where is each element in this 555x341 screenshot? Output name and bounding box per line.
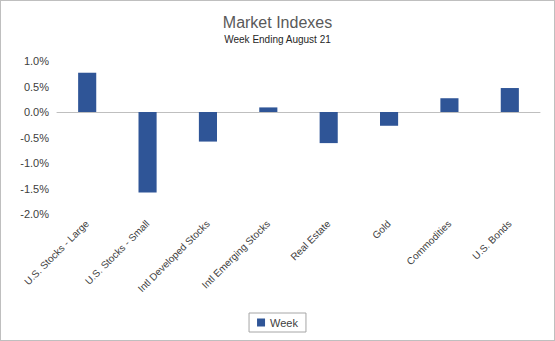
svg-text:U.S. Stocks - Small: U.S. Stocks - Small (83, 218, 152, 287)
svg-text:Week Ending August 21: Week Ending August 21 (224, 34, 331, 45)
svg-text:Real Estate: Real Estate (288, 218, 333, 263)
svg-text:Commodities: Commodities (404, 218, 453, 267)
svg-text:Market Indexes: Market Indexes (223, 14, 332, 31)
svg-text:0.5%: 0.5% (24, 81, 49, 93)
svg-text:0.0%: 0.0% (24, 106, 49, 118)
svg-text:U.S. Stocks - Large: U.S. Stocks - Large (22, 218, 91, 287)
svg-text:Intl Emerging Stocks: Intl Emerging Stocks (200, 218, 273, 291)
svg-text:-0.5%: -0.5% (20, 132, 49, 144)
svg-text:Week: Week (270, 317, 298, 329)
svg-text:U.S. Bonds: U.S. Bonds (470, 218, 513, 261)
svg-text:-2.0%: -2.0% (20, 208, 49, 220)
svg-text:1.0%: 1.0% (24, 55, 49, 67)
svg-text:Intl Developed Stocks: Intl Developed Stocks (135, 218, 212, 295)
svg-text:-1.5%: -1.5% (20, 183, 49, 195)
svg-text:-1.0%: -1.0% (20, 157, 49, 169)
svg-text:Gold: Gold (370, 218, 393, 241)
